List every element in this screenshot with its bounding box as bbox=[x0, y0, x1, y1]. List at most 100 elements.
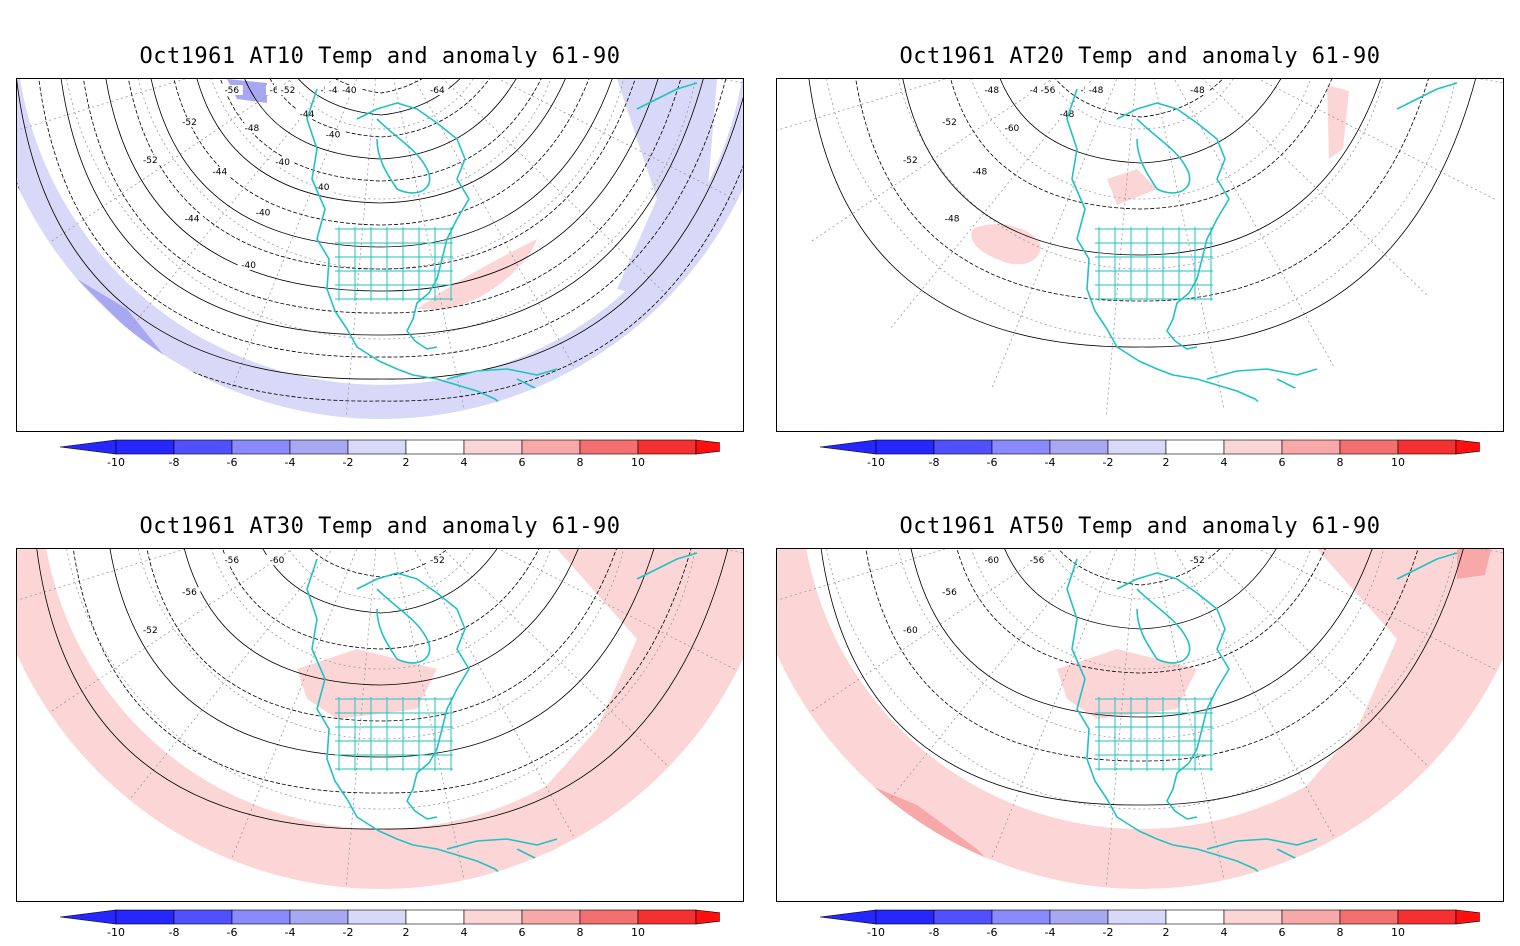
latitude-circle bbox=[288, 79, 474, 130]
colorbar-segment bbox=[405, 439, 465, 455]
state-borders bbox=[1095, 227, 1213, 301]
graticule bbox=[17, 549, 743, 888]
meridian-line bbox=[809, 79, 1053, 244]
colorbar-tick-label: 2 bbox=[403, 456, 410, 469]
colorbar-segment bbox=[1281, 909, 1341, 925]
contour-line bbox=[73, 549, 692, 794]
contour-label: -44 bbox=[300, 110, 315, 120]
contour-label-bg bbox=[265, 85, 288, 95]
contour-label-bg bbox=[1186, 85, 1209, 95]
hemisphere-mask bbox=[17, 79, 743, 431]
contour-line bbox=[60, 79, 704, 336]
colorbar-segment bbox=[289, 909, 349, 925]
contour-line bbox=[865, 549, 1419, 762]
colorbar-tick-label: -2 bbox=[343, 456, 354, 469]
latitude-circle bbox=[1048, 79, 1234, 130]
anomaly-band-strong bbox=[77, 279, 197, 379]
anomaly-patch bbox=[1107, 169, 1157, 205]
contour-label: -52 bbox=[942, 118, 957, 128]
panel-title-at10: Oct1961 AT10 Temp and anomaly 61-90 bbox=[139, 44, 621, 69]
contour-label: -48 bbox=[1060, 110, 1075, 120]
colorbar-tick-label: 6 bbox=[519, 926, 526, 939]
anomaly-patch-center bbox=[297, 649, 437, 719]
contour-line bbox=[298, 79, 461, 116]
contour-label: -40 bbox=[326, 131, 341, 141]
contour-label-bg bbox=[899, 155, 922, 166]
colorbar-tick-label: 6 bbox=[1279, 456, 1286, 469]
colorbar-svg-at50: -10 -8 -6 -4 -2 2 4 6 8 10 bbox=[819, 909, 1517, 939]
map-at10: -64-60-56-52-52-52-52-48-44-44-44-44-40-… bbox=[16, 78, 744, 432]
colorbar-svg-at10: -10 -8 -6 -4 -2 2 4 6 8 10 bbox=[59, 439, 757, 469]
coast-caribbean bbox=[1206, 368, 1318, 380]
contour-line bbox=[956, 549, 1326, 674]
contour-label-bg bbox=[1000, 123, 1023, 134]
colorbar-segment bbox=[1397, 909, 1457, 925]
contour-label: -40 bbox=[315, 183, 330, 193]
colorbar-tick-label: -6 bbox=[987, 926, 998, 939]
colorbar-tick-label: 8 bbox=[1337, 926, 1344, 939]
colorbar-segment bbox=[173, 909, 233, 925]
colorbar-tick-label: -4 bbox=[1045, 926, 1056, 939]
contour-label: -40 bbox=[241, 261, 256, 271]
colorbar-arrow-right bbox=[695, 439, 757, 455]
colorbar-tick-label: -10 bbox=[867, 456, 885, 469]
colorbar-at30: -10 -8 -6 -4 -2 2 4 6 8 10 bbox=[59, 908, 757, 942]
contour-label-bg bbox=[980, 85, 1003, 95]
colorbar-segment bbox=[405, 909, 465, 925]
contour-line bbox=[128, 79, 636, 270]
colorbar-tick-label: 10 bbox=[1391, 456, 1405, 469]
meridian-line bbox=[1105, 79, 1137, 418]
colorbar-tick-label: -8 bbox=[169, 926, 180, 939]
contour-label: -60 bbox=[903, 626, 918, 636]
colorbar-segment bbox=[579, 909, 639, 925]
contour-label: -48 bbox=[245, 124, 260, 134]
meridian-line bbox=[1173, 549, 1336, 840]
contour-label: -60 bbox=[1005, 124, 1020, 134]
contour-line bbox=[820, 549, 1464, 806]
colorbar-segment bbox=[637, 909, 697, 925]
colorbar-tick-label: 8 bbox=[577, 926, 584, 939]
hemisphere-mask bbox=[17, 549, 743, 901]
meridian-line bbox=[413, 79, 576, 370]
colorbar-svg-at20: -10 -8 -6 -4 -2 2 4 6 8 10 bbox=[819, 439, 1517, 469]
colorbar-arrow-left bbox=[59, 439, 117, 455]
meridian-line bbox=[393, 79, 465, 411]
contour-label: -64 bbox=[430, 86, 445, 96]
contour-label: -40 bbox=[256, 208, 271, 218]
coast-greenland bbox=[1396, 552, 1458, 580]
colorbar-segment bbox=[231, 909, 291, 925]
meridian-line bbox=[1173, 79, 1336, 370]
latitude-circle bbox=[970, 79, 1312, 200]
coast-hudson-bay bbox=[376, 118, 431, 194]
meridian-line bbox=[888, 549, 1093, 801]
colorbar-segment bbox=[521, 909, 581, 925]
contour-labels: -64-60-56-52-52-52-52-48-44-44-44-44-40-… bbox=[139, 85, 449, 271]
contour-label: -48 bbox=[984, 86, 999, 96]
coast-west-america bbox=[1066, 558, 1281, 901]
colorbar-segment bbox=[115, 439, 175, 455]
anomaly-shading bbox=[971, 85, 1349, 265]
contour-label-bg bbox=[240, 123, 263, 134]
coast-caribbean bbox=[1206, 838, 1318, 850]
anomaly-patch bbox=[971, 224, 1041, 265]
contour-line bbox=[855, 79, 1429, 302]
contour-label-bg bbox=[1055, 109, 1078, 120]
colorbar-segment bbox=[1165, 439, 1225, 455]
meridian-line bbox=[230, 549, 358, 861]
contour-line bbox=[335, 79, 423, 94]
latitude-circle bbox=[970, 549, 1312, 670]
contour-label: -56 bbox=[1030, 556, 1045, 566]
colorbar-tick-label: -10 bbox=[867, 926, 885, 939]
meridian-line bbox=[49, 79, 293, 244]
colorbar-tick-label: -2 bbox=[1103, 456, 1114, 469]
colorbar-segment bbox=[347, 439, 407, 455]
contour-line bbox=[262, 549, 498, 614]
colorbar-arrow-left bbox=[59, 909, 117, 925]
contour-line bbox=[196, 79, 566, 204]
coast-caribbean bbox=[446, 838, 558, 850]
colorbar-tick-label: 4 bbox=[461, 926, 468, 939]
meridian-line bbox=[413, 549, 576, 840]
contour-label: -40 bbox=[275, 158, 290, 168]
contour-line bbox=[222, 549, 540, 650]
colorbar-segment bbox=[1223, 909, 1283, 925]
